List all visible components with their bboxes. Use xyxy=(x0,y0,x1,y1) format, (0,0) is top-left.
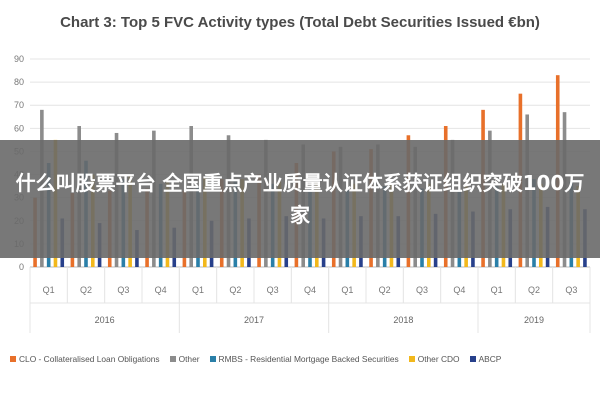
year-label: 2017 xyxy=(244,315,264,325)
year-label: 2019 xyxy=(524,315,544,325)
x-tick-label: Q2 xyxy=(528,285,540,295)
legend-item: CLO - Collateralised Loan Obligations xyxy=(10,354,160,364)
x-tick-label: Q2 xyxy=(379,285,391,295)
legend-swatch xyxy=(408,356,415,362)
y-tick-label: 90 xyxy=(14,54,24,64)
year-labels: 2016 2017 2018 2019 xyxy=(29,267,591,333)
x-tick-label: Q4 xyxy=(453,285,465,295)
x-tick-label: Q1 xyxy=(341,285,353,295)
legend-item: RMBS - Residential Mortgage Backed Secur… xyxy=(209,354,399,364)
x-tick-label: Q3 xyxy=(565,285,577,295)
legend-swatch xyxy=(169,356,176,362)
x-tick-label: Q1 xyxy=(192,285,204,295)
x-tick-label: Q2 xyxy=(229,285,241,295)
overlay-text: 什么叫股票平台 全国重点产业质量认证体系获证组织突破100万家 xyxy=(15,171,585,227)
legend-label: ABCP xyxy=(478,354,502,364)
x-axis-ticks: Q1 Q2 Q3 Q4 Q1 Q2 Q3 Q4 Q1 Q2 Q3 Q4 Q1 Q2 Q3 xyxy=(29,267,591,304)
x-tick-label: Q1 xyxy=(43,285,55,295)
legend-item: ABCP xyxy=(469,354,502,364)
year-label: 2018 xyxy=(393,315,413,325)
x-tick-label: Q4 xyxy=(304,285,316,295)
chart-title: Chart 3: Top 5 FVC Activity types (Total… xyxy=(60,14,540,31)
y-tick-label: 80 xyxy=(14,77,24,87)
y-tick-label: 60 xyxy=(14,123,24,133)
legend-swatch xyxy=(10,356,16,362)
legend-label: RMBS - Residential Mortgage Backed Secur… xyxy=(218,354,399,364)
legend-swatch xyxy=(469,356,476,362)
x-tick-label: Q3 xyxy=(267,285,279,295)
x-tick-label: Q1 xyxy=(491,285,503,295)
x-tick-label: Q2 xyxy=(80,285,92,295)
legend-item: Other CDO xyxy=(408,354,460,364)
overlay-banner: 什么叫股票平台 全国重点产业质量认证体系获证组织突破100万家 xyxy=(0,140,600,258)
y-tick-label: 70 xyxy=(14,100,24,110)
x-tick-label: Q4 xyxy=(155,285,167,295)
year-label: 2016 xyxy=(95,315,115,325)
legend-label: CLO - Collateralised Loan Obligations xyxy=(19,354,160,364)
x-tick-label: Q3 xyxy=(416,285,428,295)
y-tick-label: 0 xyxy=(19,262,24,272)
x-tick-label: Q3 xyxy=(117,285,129,295)
legend-label: Other CDO xyxy=(417,354,460,364)
legend-item: Other xyxy=(169,354,200,364)
legend-label: Other xyxy=(178,354,200,364)
legend: CLO - Collateralised Loan Obligations Oth… xyxy=(10,350,600,368)
legend-swatch xyxy=(209,356,216,362)
